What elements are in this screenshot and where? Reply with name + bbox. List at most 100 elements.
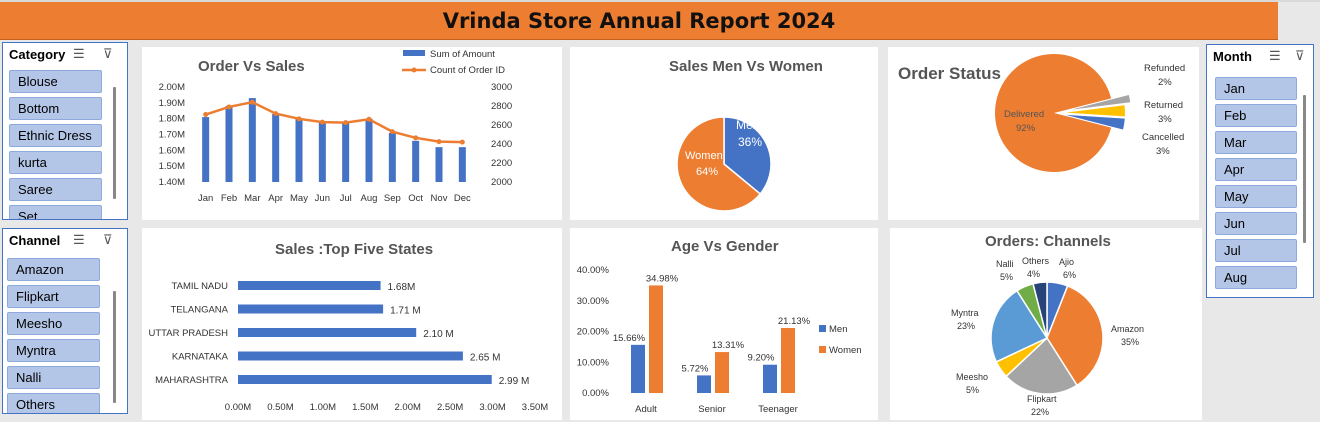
bar xyxy=(435,147,443,182)
slicer-item[interactable]: Set xyxy=(9,205,102,219)
month-slicer[interactable]: Month ☰ ⊽ Jan Feb Mar Apr May Jun Jul Aug xyxy=(1206,44,1314,298)
legend-label: Sum of Amount xyxy=(430,49,495,60)
slicer-item[interactable]: kurta xyxy=(9,151,102,174)
slice-label: Delivered xyxy=(1004,109,1044,120)
slicer-scrollbar[interactable] xyxy=(1303,95,1306,243)
slicer-item[interactable]: Ethnic Dress xyxy=(9,124,102,147)
slicer-item[interactable]: Feb xyxy=(1215,104,1297,127)
data-label: 34.98% xyxy=(646,273,679,284)
x-tick: 3.00M xyxy=(479,402,505,413)
multi-select-icon[interactable]: ☰ xyxy=(73,46,85,61)
x-tick: 0.50M xyxy=(267,402,293,413)
slicer-item[interactable]: Bottom xyxy=(9,97,102,120)
pie-slice xyxy=(1071,94,1131,110)
x-tick: 2.50M xyxy=(437,402,463,413)
bar xyxy=(238,281,381,290)
slicer-item[interactable]: Myntra xyxy=(7,339,100,362)
y-tick: MAHARASHTRA xyxy=(155,375,229,386)
x-tick: 3.50M xyxy=(522,402,548,413)
data-label: 13.31% xyxy=(712,340,745,351)
bar xyxy=(272,113,280,182)
clear-filter-icon[interactable]: ⊽ xyxy=(103,46,113,61)
y-left-tick: 1.40M xyxy=(159,177,185,188)
slicer-item[interactable]: Meesho xyxy=(7,312,100,335)
pie-slice xyxy=(995,54,1112,172)
age-vs-gender-chart: 40.00% 30.00% 20.00% 10.00% 0.00% 15.66% 34.98… xyxy=(577,265,862,415)
multi-select-icon[interactable]: ☰ xyxy=(73,232,85,247)
top-states-chart: 0.00M 0.50M 1.00M 1.50M 2.00M 2.50M 3.00M 3.50M… xyxy=(148,281,548,413)
slice-value: 4% xyxy=(1027,269,1040,279)
line-point xyxy=(203,112,209,118)
slicer-item[interactable]: Flipkart xyxy=(7,285,100,308)
slicer-item[interactable]: Amazon xyxy=(7,258,100,281)
slicer-item[interactable]: Mar xyxy=(1215,131,1297,154)
bar xyxy=(388,132,396,182)
series-line xyxy=(205,100,463,144)
slice-value: 5% xyxy=(966,385,979,395)
slicer-item[interactable]: May xyxy=(1215,185,1297,208)
category-slicer[interactable]: Category ☰ ⊽ Blouse Bottom Ethnic Dress kur… xyxy=(2,42,128,220)
legend-swatch xyxy=(819,325,826,332)
y-left-tick: 1.50M xyxy=(159,161,185,172)
line-point xyxy=(343,120,349,126)
y-right-tick: 2400 xyxy=(491,139,512,150)
x-tick: Aug xyxy=(361,193,378,204)
slicer-item[interactable]: Jan xyxy=(1215,77,1297,100)
y-tick: TELANGANA xyxy=(170,305,228,316)
x-tick: Feb xyxy=(221,193,237,204)
month-slicer-header: Month xyxy=(1213,49,1252,64)
bar xyxy=(238,351,463,361)
bar xyxy=(238,328,417,337)
x-tick: Oct xyxy=(408,193,423,204)
line-point xyxy=(296,116,302,122)
slicer-item[interactable]: Nalli xyxy=(7,366,100,389)
x-tick: Jul xyxy=(340,193,352,204)
y-right-tick: 2800 xyxy=(491,101,512,112)
x-tick: Teenager xyxy=(758,404,798,415)
slicer-item[interactable]: Apr xyxy=(1215,158,1297,181)
data-label: 2.10 M xyxy=(423,329,454,340)
slicer-item[interactable]: Jul xyxy=(1215,239,1297,262)
pie-slice xyxy=(1032,281,1048,339)
slice-label: Ajio xyxy=(1059,257,1074,267)
report-title: Vrinda Store Annual Report 2024 xyxy=(442,8,836,33)
slicer-scrollbar[interactable] xyxy=(113,87,116,199)
bar xyxy=(342,121,350,182)
bar xyxy=(318,121,326,182)
x-tick: 0.00M xyxy=(225,402,251,413)
multi-select-icon[interactable]: ☰ xyxy=(1269,48,1281,63)
line-point xyxy=(413,135,419,141)
line-point xyxy=(366,116,372,122)
channel-slicer[interactable]: Channel ☰ ⊽ Amazon Flipkart Meesho Myntra Na… xyxy=(2,228,128,414)
bar xyxy=(631,344,645,393)
x-tick: Senior xyxy=(698,404,725,415)
y-tick: 40.00% xyxy=(577,265,610,276)
slicer-item[interactable]: Jun xyxy=(1215,212,1297,235)
slice-label: Meesho xyxy=(956,372,988,382)
x-tick: Nov xyxy=(431,193,448,204)
slice-value: 23% xyxy=(957,321,975,331)
line-point xyxy=(459,139,465,145)
chart-title: Sales :Top Five States xyxy=(275,241,434,258)
slice-value: 35% xyxy=(1121,337,1139,347)
slicer-item[interactable]: Saree xyxy=(9,178,102,201)
slicer-item[interactable]: Aug xyxy=(1215,266,1297,289)
bar xyxy=(225,106,233,182)
slicer-item[interactable]: Blouse xyxy=(9,70,102,93)
y-right-tick: 2000 xyxy=(491,177,512,188)
x-tick: 1.50M xyxy=(352,402,378,413)
y-right-tick: 3000 xyxy=(491,82,512,93)
x-tick: May xyxy=(290,193,308,204)
bar xyxy=(763,364,777,393)
slicer-item[interactable]: Others xyxy=(7,393,100,413)
clear-filter-icon[interactable]: ⊽ xyxy=(103,232,113,247)
legend-swatch xyxy=(403,50,425,56)
clear-filter-icon[interactable]: ⊽ xyxy=(1295,48,1305,63)
sales-men-women-chart: Men 36% Women 64% xyxy=(676,116,772,212)
slice-label: Returned xyxy=(1144,100,1183,111)
bar xyxy=(238,375,492,384)
y-tick: TAMIL NADU xyxy=(172,281,229,292)
bar xyxy=(365,118,373,182)
slicer-scrollbar[interactable] xyxy=(113,291,116,403)
slice-value: 36% xyxy=(738,135,762,149)
